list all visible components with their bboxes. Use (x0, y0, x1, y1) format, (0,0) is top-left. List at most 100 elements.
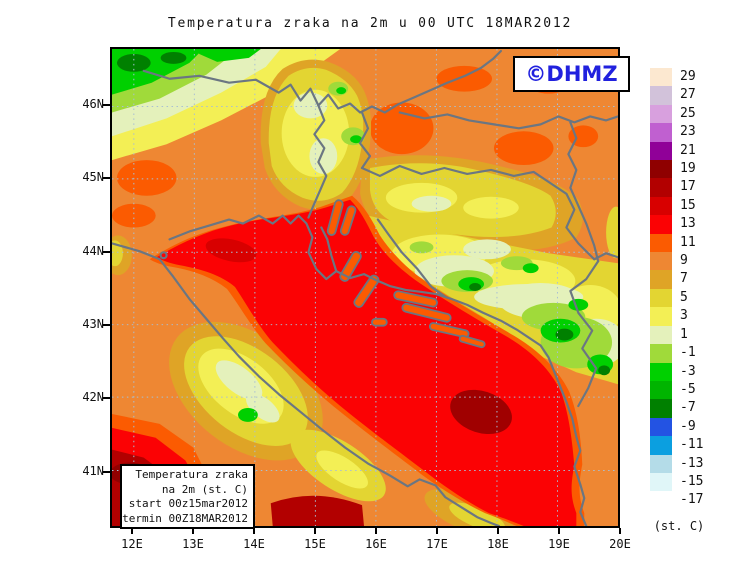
map-frame (110, 47, 620, 528)
legend-value: -11 (680, 437, 704, 453)
legend-row-11: 11 (650, 233, 703, 253)
legend-swatch (650, 104, 672, 124)
legend-value: 27 (680, 87, 696, 103)
legend-row-5: 5 (650, 288, 703, 308)
legend-value: -13 (680, 455, 704, 471)
legend-value: -1 (680, 345, 696, 361)
legend-row-15: 15 (650, 196, 703, 216)
lon-label-19E: 19E (548, 537, 570, 551)
legend-row-13: 13 (650, 215, 703, 234)
lon-tick (619, 528, 621, 534)
lat-label-45N: 45N (82, 170, 104, 184)
legend-value: 3 (680, 308, 688, 324)
adriatic-islands (326, 199, 486, 349)
info-box-line: start 00z15mar2012 (128, 497, 248, 510)
legend-swatch (650, 215, 672, 234)
legend-row--1: -1 (650, 344, 703, 363)
lon-label-13E: 13E (182, 537, 204, 551)
legend-row-7: 7 (650, 270, 703, 289)
lon-tick (436, 528, 438, 534)
info-box-line: termin 00Z18MAR2012 (122, 511, 248, 525)
legend-row-29: 29 (650, 68, 703, 87)
lat-tick (103, 324, 110, 326)
legend-swatch (650, 68, 672, 87)
legend-row--7: -7 (650, 399, 703, 418)
legend-value: 23 (680, 124, 696, 140)
legend-value: -17 (680, 492, 704, 508)
lon-label-12E: 12E (121, 537, 143, 551)
legend-value: 19 (680, 161, 696, 177)
legend-row--17: -17 (650, 491, 704, 510)
legend-value: -5 (680, 381, 696, 397)
legend-swatch (650, 362, 672, 381)
lat-label-42N: 42N (82, 390, 104, 404)
lat-tick (103, 104, 110, 106)
info-box-line: Temperatura zraka (135, 468, 248, 481)
legend-row--15: -15 (650, 472, 704, 492)
lat-label-44N: 44N (82, 244, 104, 258)
legend-value: 29 (680, 69, 696, 84)
legend-value: 5 (680, 289, 688, 305)
info-box: Temperatura zraka na 2m (st. C) start 00z1… (120, 464, 255, 529)
legend-value: -3 (680, 363, 696, 379)
legend-row--9: -9 (650, 417, 703, 437)
lat-label-43N: 43N (82, 317, 104, 331)
temperature-contour-map (112, 49, 618, 526)
lat-label-46N: 46N (82, 97, 104, 111)
legend-swatch (650, 178, 672, 197)
lon-tick (375, 528, 377, 534)
legend-swatch (650, 141, 672, 161)
legend-value: 17 (680, 179, 696, 195)
lon-label-16E: 16E (365, 537, 387, 551)
legend-value: 9 (680, 253, 688, 269)
lat-tick (103, 177, 110, 179)
legend-swatch (650, 399, 672, 418)
lon-tick (253, 528, 255, 534)
legend-value: 15 (680, 197, 696, 213)
legend-swatch (650, 307, 672, 326)
legend-row--13: -13 (650, 454, 704, 473)
legend-value: -15 (680, 473, 704, 489)
legend-row-19: 19 (650, 160, 703, 179)
legend-row-25: 25 (650, 104, 703, 124)
lon-tick (192, 528, 194, 534)
legend-swatch (650, 86, 672, 105)
lat-label-41N: 41N (82, 464, 104, 478)
legend-value: 21 (680, 142, 696, 158)
legend-swatch (650, 325, 672, 345)
legend-value: 25 (680, 105, 696, 121)
legend-value: 1 (680, 326, 688, 342)
alps-cold-region (112, 49, 341, 161)
legend-row--3: -3 (650, 362, 703, 381)
legend-swatch (650, 454, 672, 473)
lat-tick (103, 251, 110, 253)
legend-swatch (650, 288, 672, 308)
bosnia-cold-region (367, 215, 618, 385)
legend-value: 11 (680, 234, 696, 250)
lon-label-14E: 14E (243, 537, 265, 551)
legend-swatch (650, 417, 672, 437)
legend-value: 7 (680, 271, 688, 287)
page-title: Temperatura zraka na 2m u 00 UTC 18MAR20… (167, 16, 573, 31)
legend-value: -7 (680, 400, 696, 416)
lon-tick (558, 528, 560, 534)
legend-swatch (650, 123, 672, 142)
legend-swatch (650, 472, 672, 492)
legend-value: 13 (680, 216, 696, 232)
legend-row-9: 9 (650, 252, 703, 271)
lat-tick (103, 471, 110, 473)
legend-swatch (650, 344, 672, 363)
legend-value: -9 (680, 418, 696, 434)
info-box-line: na 2m (st. C) (161, 482, 248, 496)
adriatic-sea-red (149, 195, 585, 526)
legend-swatch (650, 380, 672, 400)
legend-row-23: 23 (650, 123, 703, 142)
slovenia-cool-region (260, 59, 372, 210)
color-legend: 29 27 25 23 21 19 17 15 13 11 9 7 5 3 1 -1 -3 -5 -7 -9 -11 -1… (650, 68, 703, 510)
legend-row-3: 3 (650, 307, 703, 326)
lon-label-15E: 15E (304, 537, 326, 551)
legend-swatch (650, 491, 672, 510)
lon-tick (497, 528, 499, 534)
lon-tick (131, 528, 133, 534)
lon-label-20E: 20E (609, 537, 631, 551)
